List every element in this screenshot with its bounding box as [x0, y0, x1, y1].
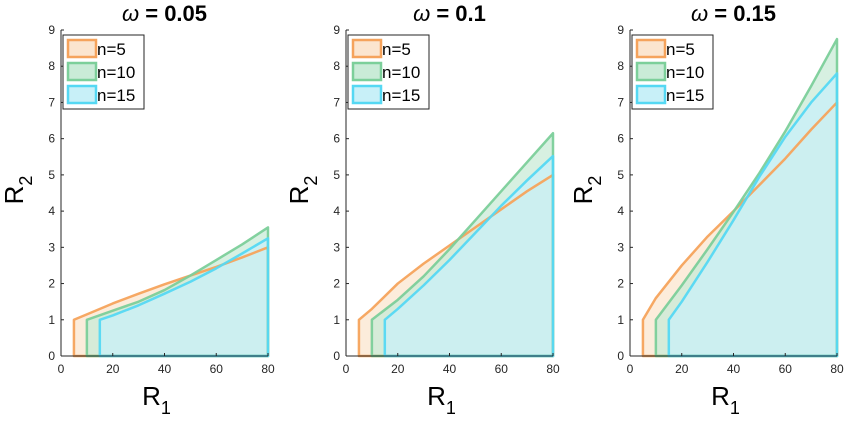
y-tick-label: 4 — [617, 204, 624, 218]
x-tick-label: 80 — [546, 362, 560, 376]
x-tick-label: 20 — [391, 362, 405, 376]
x-tick-label: 80 — [261, 362, 275, 376]
x-tick-label: 0 — [627, 362, 634, 376]
legend-swatch-n=15 — [351, 84, 383, 105]
x-axis-title: R1 — [142, 381, 171, 418]
y-tick-label: 3 — [617, 240, 624, 254]
y-tick-label: 1 — [617, 313, 624, 327]
legend-swatch-n=5 — [351, 38, 383, 59]
y-tick-label: 2 — [333, 277, 340, 291]
legend-swatch-n=5 — [66, 38, 98, 59]
x-tick-label: 40 — [727, 362, 741, 376]
y-axis-title: R2 — [284, 176, 321, 205]
legend-swatch-n=10 — [635, 61, 667, 82]
legend-swatch-n=10 — [351, 61, 383, 82]
x-tick-label: 0 — [343, 362, 350, 376]
y-tick-label: 7 — [48, 95, 55, 109]
y-tick-label: 6 — [333, 132, 340, 146]
series-area-n=15 — [384, 156, 553, 356]
legend-swatch-n=15 — [635, 84, 667, 105]
x-tick-label: 40 — [443, 362, 457, 376]
y-tick-label: 4 — [48, 204, 55, 218]
y-axis-title: R2 — [0, 176, 36, 205]
legend-label-n=10: n=10 — [382, 63, 420, 82]
legend-label-n=5: n=5 — [382, 40, 411, 59]
y-tick-label: 7 — [333, 95, 340, 109]
legend-swatch-n=10 — [66, 61, 98, 82]
legend-label-n=15: n=15 — [666, 86, 704, 105]
x-tick-label: 40 — [158, 362, 172, 376]
x-tick-label: 60 — [210, 362, 224, 376]
series-area-n=15 — [99, 238, 268, 356]
y-tick-label: 0 — [617, 349, 624, 363]
x-tick-label: 20 — [106, 362, 120, 376]
series-line-n=15 — [667, 72, 839, 358]
y-tick-label: 6 — [48, 132, 55, 146]
y-tick-label: 6 — [617, 132, 624, 146]
y-tick-label: 3 — [333, 240, 340, 254]
panel-title: ω = 0.15 — [691, 1, 776, 26]
series-area-n=15 — [668, 73, 837, 356]
legend-label-n=10: n=10 — [97, 63, 135, 82]
y-tick-label: 9 — [48, 23, 55, 37]
y-tick-label: 3 — [48, 240, 55, 254]
legend-swatch-n=15 — [66, 84, 98, 105]
y-tick-label: 9 — [617, 23, 624, 37]
y-tick-label: 8 — [333, 59, 340, 73]
x-tick-label: 20 — [675, 362, 689, 376]
y-tick-label: 9 — [333, 23, 340, 37]
x-axis-title: R1 — [711, 381, 740, 418]
panel-title: ω = 0.05 — [122, 1, 207, 26]
chart-panel-1: 0 1 2 3 4 5 6 7 8 9 0 20 40 60 80 R1 R2 ω = 0.05 n=5 n=10 n=… — [0, 1, 275, 418]
x-tick-label: 60 — [779, 362, 793, 376]
y-tick-label: 0 — [48, 349, 55, 363]
y-tick-label: 5 — [48, 168, 55, 182]
y-tick-label: 1 — [48, 313, 55, 327]
legend-label-n=10: n=10 — [666, 63, 704, 82]
y-tick-label: 2 — [48, 277, 55, 291]
y-tick-label: 5 — [333, 168, 340, 182]
legend-label-n=5: n=5 — [97, 40, 126, 59]
x-axis-title: R1 — [427, 381, 456, 418]
chart-panel-3: 0 1 2 3 4 5 6 7 8 9 0 20 40 60 80 R1 R2 ω = 0.15 n=5 n=10 n=… — [568, 1, 844, 418]
legend-label-n=15: n=15 — [382, 86, 420, 105]
x-tick-label: 60 — [495, 362, 509, 376]
y-tick-label: 8 — [617, 59, 624, 73]
panel-title: ω = 0.1 — [413, 1, 486, 26]
y-axis-title: R2 — [568, 176, 605, 205]
x-tick-label: 80 — [830, 362, 844, 376]
y-tick-label: 2 — [617, 277, 624, 291]
y-tick-label: 8 — [48, 59, 55, 73]
x-tick-label: 0 — [58, 362, 65, 376]
legend-label-n=15: n=15 — [97, 86, 135, 105]
y-tick-label: 5 — [617, 168, 624, 182]
y-tick-label: 7 — [617, 95, 624, 109]
chart-panel-2: 0 1 2 3 4 5 6 7 8 9 0 20 40 60 80 R1 R2 ω = 0.1n=5 n=10 n=1… — [284, 1, 560, 418]
y-tick-label: 1 — [333, 313, 340, 327]
series-line-n=15 — [383, 154, 555, 358]
y-tick-label: 0 — [333, 349, 340, 363]
legend-label-n=5: n=5 — [666, 40, 695, 59]
legend-swatch-n=5 — [635, 38, 667, 59]
series-line-n=15 — [98, 237, 270, 358]
y-tick-label: 4 — [333, 204, 340, 218]
